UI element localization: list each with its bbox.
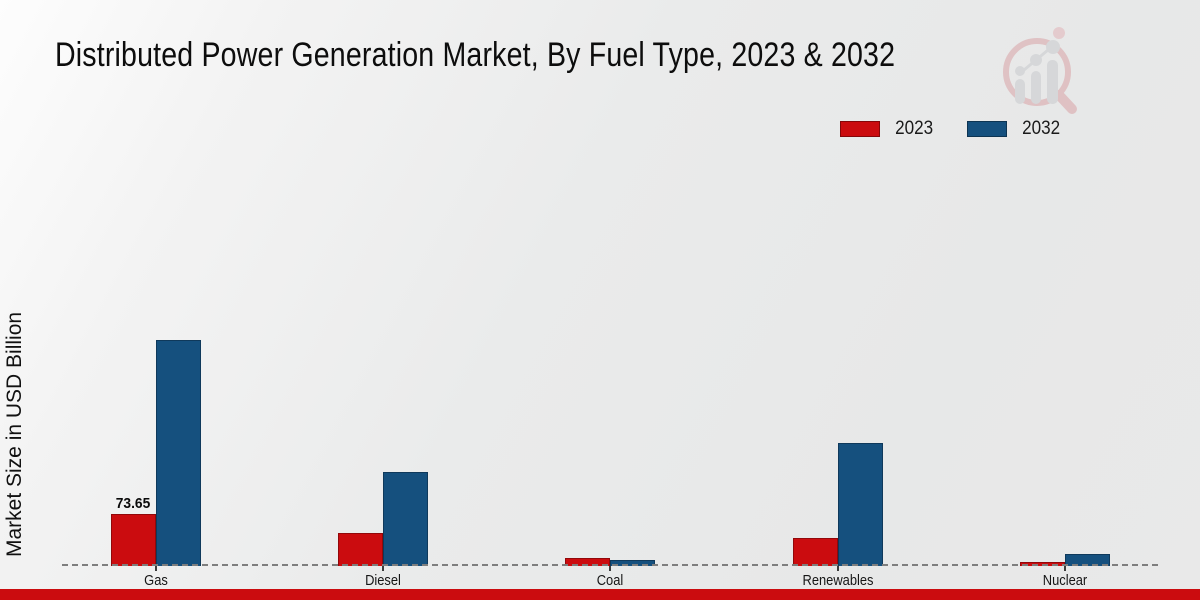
legend-item-2032: 2032 <box>967 118 1062 140</box>
x-axis-category-label: Coal <box>597 572 624 589</box>
bar-2032-gas <box>155 340 201 566</box>
x-axis-tick <box>609 566 612 571</box>
chart-title: Distributed Power Generation Market, By … <box>55 36 896 74</box>
bar-2032-renewables <box>837 443 883 566</box>
footer-accent-bar <box>0 589 1200 600</box>
bar-2023-coal <box>565 558 611 566</box>
legend-swatch-icon <box>967 121 1008 137</box>
magnifier-chart-watermark-icon <box>1003 27 1077 114</box>
bar-2023-gas <box>110 514 156 566</box>
x-axis-tick <box>382 566 385 571</box>
legend-label: 2032 <box>1022 118 1061 139</box>
legend: 2023 2032 <box>840 118 1063 140</box>
legend-item-2023: 2023 <box>840 118 935 140</box>
bar-2032-coal <box>610 560 656 566</box>
legend-swatch-icon <box>840 121 880 137</box>
x-axis-category-label: Diesel <box>365 572 402 589</box>
x-axis-baseline <box>62 564 1158 566</box>
x-axis-tick <box>1064 566 1066 571</box>
x-axis-category-label: Renewables <box>802 572 874 589</box>
legend-label: 2023 <box>895 118 934 139</box>
bar-2023-diesel <box>338 533 384 566</box>
bar-2032-diesel <box>383 472 429 566</box>
bar-value-label: 73.65 <box>116 495 151 512</box>
bar-2032-nuclear <box>1065 554 1110 566</box>
x-axis-tick <box>836 566 839 571</box>
x-axis-category-label: Nuclear <box>1042 572 1088 589</box>
bar-2023-renewables <box>792 538 838 566</box>
x-axis-category-label: Gas <box>143 572 168 589</box>
x-axis-tick <box>154 566 157 571</box>
